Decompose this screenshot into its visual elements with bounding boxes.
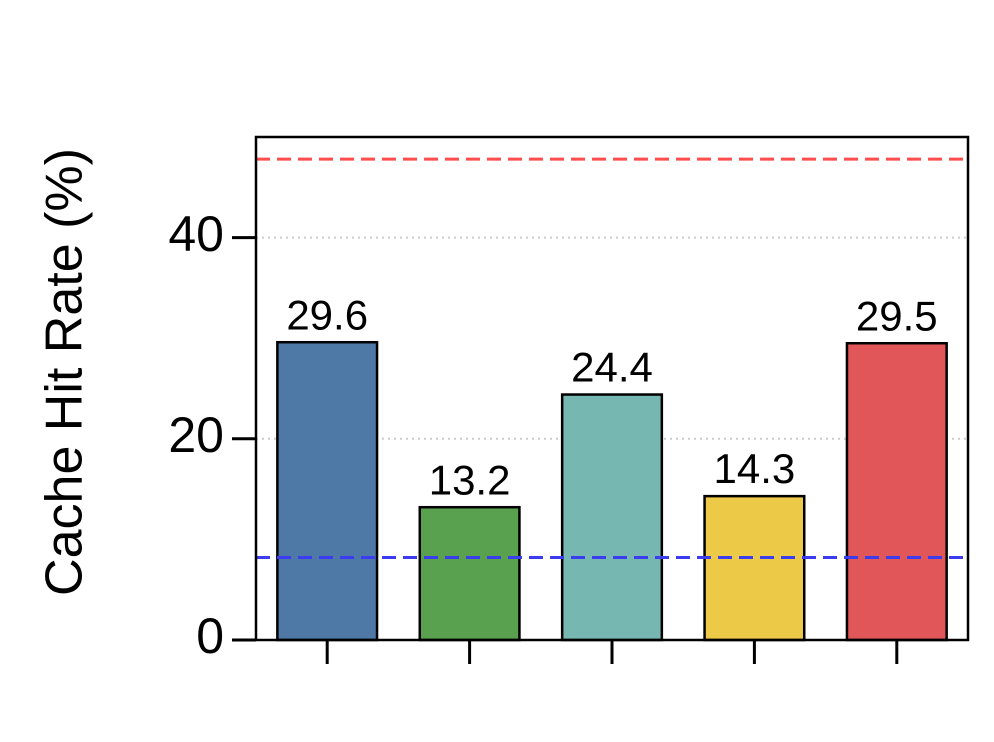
bar: [703, 494, 806, 642]
y-tick-label: 40: [168, 206, 224, 262]
y-axis-label: Cache Hit Rate (%): [36, 148, 94, 596]
value-label: 29.6: [286, 291, 368, 338]
y-tick-label: 20: [168, 407, 224, 463]
bar: [276, 340, 379, 642]
bar: [845, 341, 948, 642]
y-tick-label: 0: [196, 608, 224, 664]
plot-frame: [254, 135, 970, 642]
bar: [418, 505, 521, 642]
value-label: 24.4: [571, 344, 653, 391]
value-label: 29.5: [856, 292, 938, 339]
value-label: 14.3: [714, 445, 796, 492]
value-label: 13.2: [429, 456, 511, 503]
bar: [560, 393, 664, 642]
